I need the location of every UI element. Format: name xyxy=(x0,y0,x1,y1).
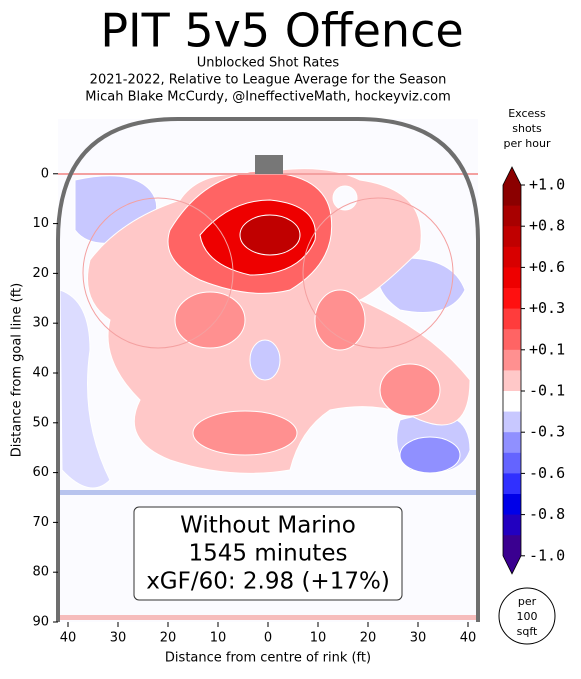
colorbar-band xyxy=(503,494,521,516)
centre-line xyxy=(58,615,478,620)
colorbar-band xyxy=(503,226,521,248)
unit-circle xyxy=(498,587,556,645)
x-tick-label: 30 xyxy=(110,631,127,646)
colorbar-title: shots xyxy=(512,122,542,135)
colorbar-band xyxy=(503,432,521,454)
y-tick-label: 90 xyxy=(32,615,49,630)
boards xyxy=(56,117,480,622)
colorbar-band xyxy=(503,370,521,392)
contour xyxy=(174,291,246,349)
colorbar-title: per hour xyxy=(504,137,551,150)
y-axis-label: Distance from goal line (ft) xyxy=(10,283,25,457)
contour xyxy=(249,339,281,381)
colorbar-band xyxy=(503,288,521,310)
contour xyxy=(332,185,358,211)
blue-line xyxy=(58,490,478,495)
annotation-box xyxy=(133,506,403,601)
contour xyxy=(192,410,298,456)
y-tick-label: 50 xyxy=(32,415,49,430)
contour xyxy=(59,289,111,489)
colorbar-band xyxy=(503,308,521,330)
y-tick-label: 60 xyxy=(32,465,49,480)
colorbar-band xyxy=(503,246,521,268)
colorbar-band xyxy=(503,473,521,495)
colorbar-band xyxy=(503,267,521,289)
unit: 100 xyxy=(517,610,538,623)
colorbar-bottom xyxy=(503,555,521,574)
colorbar-tick-label: +0.8 xyxy=(529,217,565,235)
rink xyxy=(56,117,480,622)
contour xyxy=(239,214,301,256)
chart-title: PIT 5v5 Offence xyxy=(100,4,463,58)
y-tick-label: 10 xyxy=(32,216,49,231)
contour xyxy=(377,257,466,313)
x-tick-label: 20 xyxy=(360,631,377,646)
unit: per xyxy=(518,595,537,608)
annotation: 1545 minutes xyxy=(189,541,348,567)
colorbar-top xyxy=(503,167,521,185)
y-tick-label: 20 xyxy=(32,266,49,281)
y-tick-label: 40 xyxy=(32,365,49,380)
x-tick-label: 0 xyxy=(264,631,272,646)
colorbar-band xyxy=(503,185,521,207)
contour xyxy=(379,363,441,417)
colorbar-tick-label: +0.3 xyxy=(529,299,565,317)
subtitle: 2021-2022, Relative to League Average fo… xyxy=(90,73,447,88)
colorbar-tick-label: +0.6 xyxy=(529,258,565,276)
colorbar-band xyxy=(503,535,521,557)
contour xyxy=(314,289,366,351)
colorbar-tick-label: +0.1 xyxy=(529,340,565,358)
unit: sqft xyxy=(517,625,538,638)
colorbar-tick-label: -1.0 xyxy=(529,546,565,564)
x-tick-label: 10 xyxy=(210,631,227,646)
colorbar-band xyxy=(503,411,521,433)
subtitle: Unblocked Shot Rates xyxy=(197,56,340,71)
x-tick-label: 30 xyxy=(410,631,427,646)
colorbar-tick-label: -0.8 xyxy=(529,505,565,523)
x-tick-label: 40 xyxy=(60,631,77,646)
x-tick-label: 40 xyxy=(460,631,477,646)
colorbar-band xyxy=(503,391,521,413)
y-tick-label: 30 xyxy=(32,316,49,331)
y-tick-label: 80 xyxy=(32,565,49,580)
colorbar-band xyxy=(503,329,521,351)
faceoff-circle xyxy=(82,197,234,349)
x-tick-label: 20 xyxy=(160,631,177,646)
subtitle: Micah Blake McCurdy, @IneffectiveMath, h… xyxy=(85,90,451,105)
x-axis-label: Distance from centre of rink (ft) xyxy=(165,651,371,666)
colorbar-tick-label: -0.3 xyxy=(529,423,565,441)
y-tick-label: 70 xyxy=(32,515,49,530)
colorbar-tick-label: +1.0 xyxy=(529,176,565,194)
annotation: Without Marino xyxy=(180,513,356,539)
colorbar-band xyxy=(503,514,521,536)
contours xyxy=(59,168,471,489)
x-tick-label: 10 xyxy=(310,631,327,646)
annotation: xGF/60: 2.98 (+17%) xyxy=(146,569,390,595)
colorbar-title: Excess xyxy=(508,107,546,120)
colorbar-band xyxy=(503,452,521,474)
y-tick-label: 0 xyxy=(41,166,49,181)
goal-net xyxy=(255,155,283,174)
colorbar-tick-label: -0.6 xyxy=(529,464,565,482)
colorbar-band xyxy=(503,205,521,227)
colorbar-band xyxy=(503,349,521,371)
faceoff-circle xyxy=(302,197,454,349)
contour xyxy=(399,436,461,474)
colorbar-tick-label: -0.1 xyxy=(529,382,565,400)
